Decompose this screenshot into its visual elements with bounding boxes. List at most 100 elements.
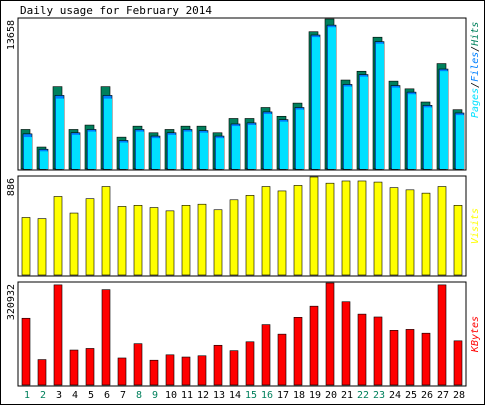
pages-bar [392, 87, 400, 169]
visits-bar [37, 218, 47, 276]
kbytes-panel [17, 281, 467, 387]
pages-bar [376, 43, 384, 169]
visits-bar [85, 198, 95, 276]
visits-bar [165, 210, 175, 276]
pages-bar [168, 134, 176, 169]
pages-bar [440, 71, 448, 169]
legend-separator: / [470, 82, 481, 88]
kbytes-bar [309, 305, 319, 386]
kbytes-bar [405, 329, 415, 386]
kbytes-bar [69, 349, 79, 386]
visits-bar [21, 217, 31, 276]
kbytes-bar [229, 350, 239, 386]
pages-bar [56, 98, 64, 169]
day-label: 26 [421, 390, 433, 401]
day-label: 9 [152, 390, 158, 401]
visits-bar [101, 186, 111, 276]
kbytes-bar [133, 343, 143, 386]
day-label: 22 [357, 390, 369, 401]
kbytes-bar [421, 332, 431, 386]
hits-files-pages-legend: Pages/Files/Hits [470, 22, 481, 118]
day-label: 10 [165, 390, 177, 401]
visits-bar [213, 209, 223, 276]
kbytes-bar [213, 344, 223, 386]
pages-bar [264, 113, 272, 169]
pages-bar [296, 109, 304, 169]
kbytes-bar [101, 289, 111, 386]
legend-files: Files [470, 52, 481, 82]
pages-bar [216, 138, 224, 169]
visits-bar [133, 205, 143, 276]
visits-bar [389, 187, 399, 276]
visits-bar [325, 182, 335, 276]
day-label: 14 [229, 390, 241, 401]
hits-files-pages-ymax-label: 13658 [6, 20, 17, 50]
visits-bar [309, 176, 319, 276]
kbytes-legend: KBytes [470, 316, 481, 353]
legend-hits: Hits [470, 22, 481, 47]
pages-bar [232, 126, 240, 169]
visits-bar [117, 206, 127, 276]
pages-bar [408, 94, 416, 169]
day-label: 15 [245, 390, 257, 401]
visits-bar [69, 212, 79, 276]
day-label: 6 [104, 390, 110, 401]
kbytes-bar [293, 317, 303, 386]
kbytes-bar [437, 284, 447, 386]
pages-bar [104, 98, 112, 169]
visits-bar [181, 205, 191, 276]
day-label: 25 [405, 390, 417, 401]
pages-bar [152, 138, 160, 169]
kbytes-bar [21, 317, 31, 386]
pages-bar [248, 124, 256, 169]
pages-bar [24, 137, 32, 169]
day-label: 7 [120, 390, 126, 401]
pages-bar [456, 115, 464, 169]
day-label: 23 [373, 390, 385, 401]
day-label: 3 [56, 390, 62, 401]
pages-bar [328, 27, 336, 170]
visits-bar [261, 186, 271, 276]
legend-pages: Pages [470, 88, 481, 118]
pages-bar [280, 121, 288, 169]
day-label: 27 [437, 390, 449, 401]
pages-bar [360, 76, 368, 169]
kbytes-bar [325, 282, 335, 386]
day-label: 13 [213, 390, 225, 401]
pages-bar [88, 131, 96, 169]
visits-bar [245, 195, 255, 276]
visits-bar [453, 205, 463, 276]
chart-title: Daily usage for February 2014 [20, 4, 213, 17]
visits-bar [405, 189, 415, 276]
kbytes-bar [357, 313, 367, 386]
day-label: 2 [40, 390, 46, 401]
day-label: 5 [88, 390, 94, 401]
visits-bar [277, 190, 287, 276]
visits-bar [373, 181, 383, 276]
visits-bar [421, 192, 431, 276]
visits-bar [341, 180, 351, 276]
visits-ymax-label: 886 [6, 178, 17, 196]
day-label: 20 [325, 390, 337, 401]
visits-bar [437, 186, 447, 276]
kbytes-bar [53, 284, 63, 386]
pages-bar [344, 86, 352, 169]
visits-bar [197, 203, 207, 276]
kbytes-bar [85, 348, 95, 386]
visits-bar [229, 199, 239, 276]
visits-bar [293, 185, 303, 276]
visits-bar [357, 180, 367, 276]
day-label: 17 [277, 390, 289, 401]
day-label: 19 [309, 390, 321, 401]
pages-bar [312, 37, 320, 169]
day-label: 11 [181, 390, 193, 401]
visits-panel [17, 175, 467, 277]
visits-bar [53, 196, 63, 276]
kbytes-bar [261, 324, 271, 386]
kbytes-bar [453, 340, 463, 386]
kbytes-bar [37, 359, 47, 386]
kbytes-bar [245, 341, 255, 386]
visits-bar [149, 207, 159, 276]
